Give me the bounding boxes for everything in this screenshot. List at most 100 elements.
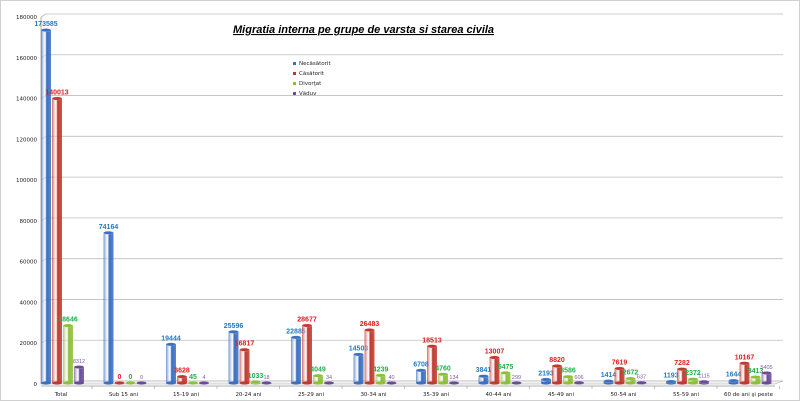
bar-base [728,381,739,385]
bar-base [63,381,73,385]
data-label: 45 [189,374,197,381]
bar-base [52,381,62,385]
bar: 40 [386,375,397,385]
gridline-depth [40,13,47,18]
data-label: 5475 [498,364,514,371]
data-label: 637 [637,375,646,381]
bar: 7619 [612,359,627,385]
bar: 3841 [476,367,491,385]
bar-top [415,368,427,373]
bar-top [676,367,688,371]
data-label: 4760 [435,365,451,372]
bar-top [73,365,85,369]
bar-base [364,381,375,385]
bar-base [302,381,312,385]
legend-item: Divorţat [293,81,322,87]
bar-top [125,381,136,385]
bar: 3586 [560,368,576,385]
gridlines [39,13,784,387]
bar-base [750,381,761,385]
bar-base [761,381,772,385]
bar-top [386,381,397,385]
bar: 4049 [310,367,326,385]
bar: 2372 [685,370,701,385]
bar-body [677,369,687,383]
bar-body [177,376,187,383]
legend-swatch [293,92,296,95]
legend-swatch [293,82,296,85]
bar-base [313,381,323,385]
bar-body [74,367,84,383]
bar-body [489,357,500,383]
bar-top [603,379,614,383]
bar-body [614,368,625,383]
bar: 16817 [235,341,255,385]
bar: 28646 [58,317,78,385]
bar-top [312,373,324,378]
legend: Necăsătorit Căsătorit Divorţat Văduv [293,61,331,97]
bar-top [239,347,250,352]
bar-body [63,325,73,383]
bar: 5405 [760,365,773,385]
y-tick-label: 120000 [16,137,37,143]
bar-base [489,381,500,385]
bar-body [353,354,364,383]
x-tick-label: Total [54,392,68,398]
bar: 2672 [623,370,638,385]
bar-body [500,372,511,383]
bar-body [427,346,437,383]
bar: 140013 [45,90,69,385]
data-label: 7282 [674,360,690,367]
legend-swatch [293,72,296,75]
y-tick-label: 140000 [16,97,37,103]
bar: 4760 [435,365,451,385]
x-tick-label: 40-44 ani [485,392,512,398]
bar-top [551,364,563,368]
data-label: 1033 [248,373,264,380]
chart-title: Migratia interna pe grupe de varsta si s… [233,24,494,36]
bar: 7282 [674,360,690,385]
bar-body [302,325,312,383]
data-label: 1414 [601,372,617,379]
x-tick-label: 20-24 ani [235,392,262,398]
x-tick-label: 60 de ani şi peste [724,392,774,398]
bar-body [688,379,698,383]
data-label: 8312 [73,359,85,365]
bar: 5475 [498,364,514,385]
bar: 299 [511,375,522,385]
bar-base [375,381,386,385]
bar-body [750,377,761,383]
data-label: 18513 [422,337,442,344]
data-label: 3586 [560,368,576,375]
bar-base [563,381,573,385]
data-label: 2372 [685,370,701,377]
y-tick-label: 20000 [20,341,38,347]
data-label: 606 [574,375,583,381]
bar-top [540,377,552,382]
data-label: 6708 [413,361,429,368]
bar: 0 [114,374,125,385]
bar-top [364,328,375,332]
data-label: 10167 [735,354,755,361]
bar: 8820 [549,357,565,385]
data-label: 299 [512,375,521,381]
bar-body [541,379,551,383]
bar-base [74,381,84,385]
bar: 1193 [663,373,679,385]
bar-body [291,337,301,383]
bar-body [416,370,426,383]
bar-base [41,381,51,385]
bar-base [478,381,489,385]
y-tick-label: 40000 [20,300,38,306]
bar-top [687,377,699,381]
legend-item: Văduv [293,91,317,97]
bar-base [677,381,687,385]
data-label: 2193 [538,371,554,378]
y-tick-label: 100000 [16,178,37,184]
data-label: 140013 [45,90,68,97]
data-label: 40 [388,375,394,381]
data-label: 16817 [235,341,255,348]
x-tick-label: Sub 15 ani [109,392,139,398]
